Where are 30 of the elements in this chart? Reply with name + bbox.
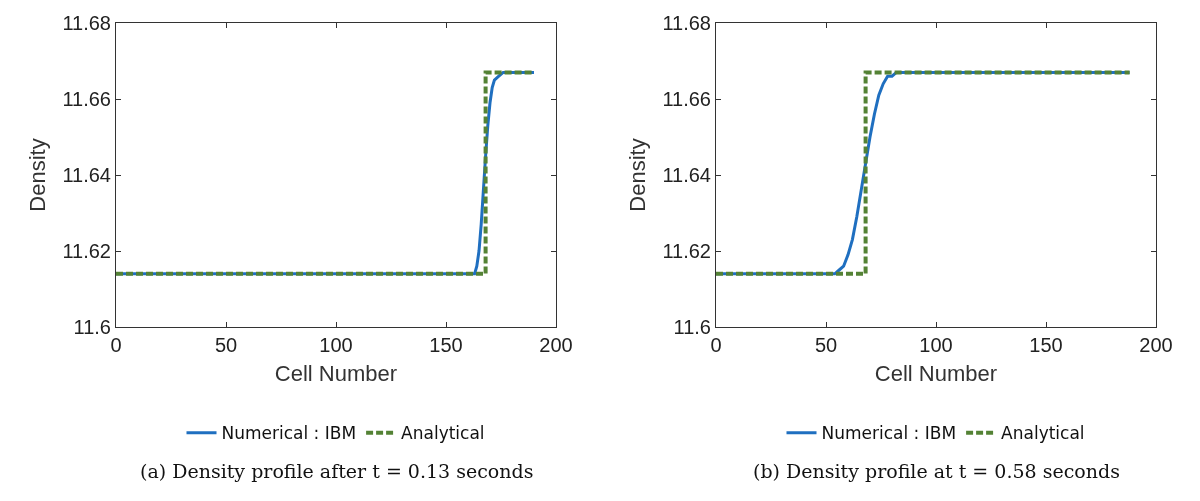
x-tick-label: 0	[710, 334, 722, 356]
x-tick-label: 200	[1139, 334, 1173, 356]
legend-label: Analytical	[1001, 423, 1085, 444]
x-tick-label: 50	[814, 334, 838, 356]
x-tick-label: 0	[110, 334, 122, 356]
y-tick-label: 11.64	[662, 164, 711, 186]
y-tick-label: 11.6	[73, 316, 111, 338]
x-tick-label: 150	[429, 334, 463, 356]
y-axis-title: Density	[625, 138, 651, 212]
text: (a) Density profile after t = 0.13 seconds	[140, 460, 534, 482]
legend-label: Numerical : IBM	[821, 423, 957, 444]
y-tick-label: 11.66	[662, 88, 711, 110]
legend-label: Analytical	[401, 423, 485, 444]
y-tick-label: 11.68	[62, 12, 111, 34]
y-axis-title: Density	[25, 138, 51, 212]
x-tick-label: 200	[539, 334, 573, 356]
y-tick-label: 11.66	[62, 88, 111, 110]
y-tick-label: 11.62	[662, 240, 711, 262]
legend-label: Numerical : IBM	[221, 423, 357, 444]
x-tick-label: 100	[319, 334, 353, 356]
x-axis-title: Cell Number	[874, 360, 998, 386]
text: (b) Density profile at t = 0.58 seconds	[753, 460, 1120, 482]
x-tick-label: 150	[1029, 334, 1063, 356]
y-tick-label: 11.64	[62, 164, 111, 186]
x-tick-label: 50	[214, 334, 238, 356]
x-tick-label: 100	[919, 334, 953, 356]
y-tick-label: 11.62	[62, 240, 111, 262]
y-tick-label: 11.68	[662, 12, 711, 34]
x-axis-title: Cell Number	[274, 360, 398, 386]
y-tick-label: 11.6	[673, 316, 711, 338]
